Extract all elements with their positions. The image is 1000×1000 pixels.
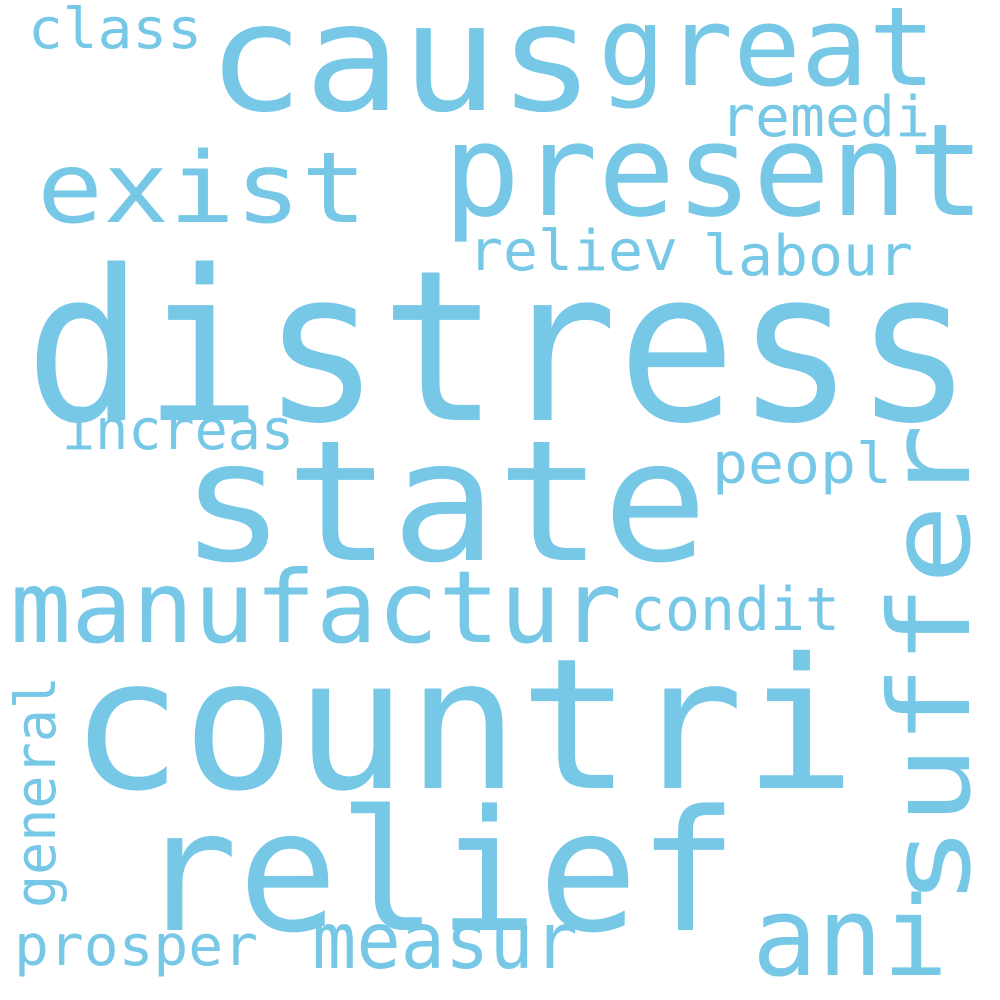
word-caus: caus — [207, 0, 595, 146]
word-measur: measur — [312, 897, 578, 987]
word-labour: labour — [703, 224, 913, 289]
word-reliev: reliev — [468, 219, 678, 284]
word-present: present — [443, 97, 985, 246]
word-suffer: suffer — [866, 424, 996, 906]
word-relief: relief — [138, 774, 738, 970]
word-general: general — [4, 676, 69, 908]
word-distress: distress — [25, 225, 973, 470]
word-peopl: peopl — [712, 432, 892, 497]
word-ani: ani — [752, 873, 948, 1000]
word-condit: condit — [630, 575, 840, 645]
word-state: state — [180, 404, 708, 600]
word-exist: exist — [37, 132, 367, 246]
word-great: great — [598, 0, 936, 111]
word-manufactur: manufactur — [10, 549, 622, 666]
word-class: class — [28, 0, 202, 62]
word-countri: countri — [70, 619, 856, 831]
word-prosper: prosper — [14, 914, 258, 979]
word-increas: increas — [62, 398, 294, 463]
word-remedi: remedi — [720, 85, 930, 150]
